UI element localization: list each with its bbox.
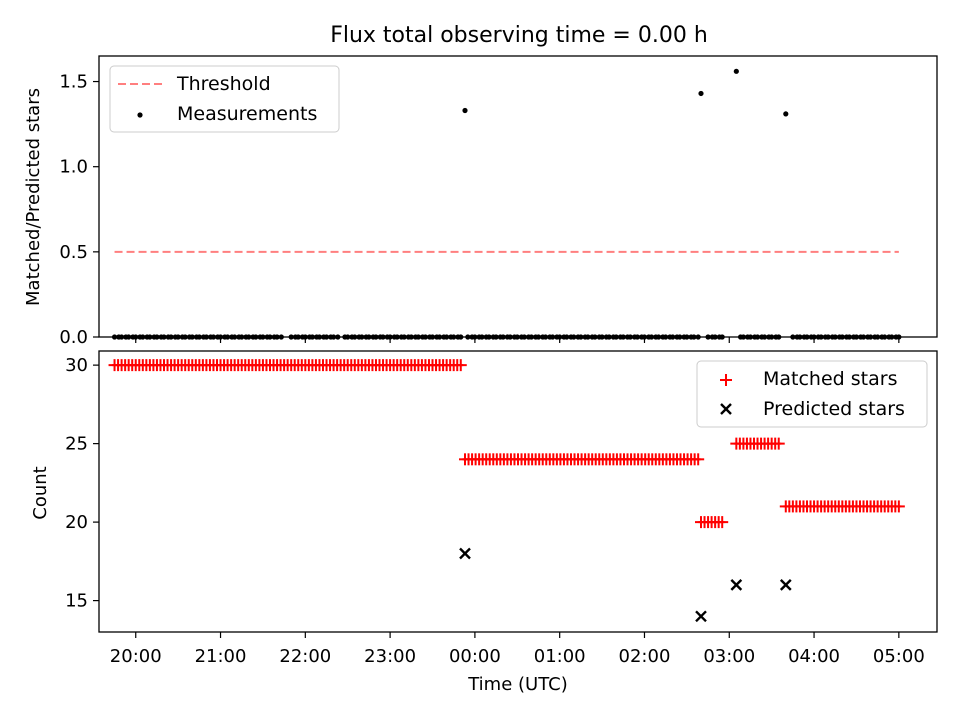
y-tick-label: 25	[65, 434, 88, 455]
y-tick-label: 30	[65, 355, 88, 376]
measurement-point	[733, 68, 739, 74]
predicted-star-marker	[695, 610, 707, 623]
x-tick-label: 00:00	[449, 646, 501, 667]
chart-title: Flux total observing time = 0.00 h	[330, 23, 708, 48]
matched-star-marker	[772, 437, 785, 450]
x-tick-label: 22:00	[279, 646, 331, 667]
x-tick-label: 02:00	[619, 646, 671, 667]
matched-star-marker	[454, 359, 467, 372]
predicted-star-marker	[459, 547, 471, 560]
x-tick-label: 20:00	[110, 646, 162, 667]
matched-star-marker	[892, 500, 905, 513]
legend-matched-swatch	[720, 374, 732, 386]
predicted-marker-b	[695, 610, 707, 623]
x-tick-label: 04:00	[788, 646, 840, 667]
predicted-marker-b	[459, 547, 471, 560]
x-tick-label: 21:00	[195, 646, 247, 667]
bottom-plot-frame	[98, 350, 938, 633]
legend-matched-label: Matched stars	[763, 368, 897, 390]
x-tick-label: 01:00	[534, 646, 586, 667]
predicted-marker-b	[779, 579, 792, 591]
top-panel: 0.0 0.5 1.0 1.5 Matched/Predicted stars Thr…	[23, 55, 938, 348]
legend-measurements-label: Measurements	[177, 103, 317, 125]
bottom-legend-box	[696, 360, 928, 428]
predicted-marker-b	[730, 579, 743, 591]
top-plot-frame	[98, 55, 938, 338]
measurement-point	[783, 111, 789, 117]
matched-star-marker	[692, 453, 705, 466]
bottom-legend: Matched stars Predicted stars	[696, 360, 928, 428]
legend-threshold-label: Threshold	[176, 73, 271, 95]
predicted-star-marker	[779, 579, 792, 591]
x-tick-label: 03:00	[703, 646, 755, 667]
predicted-star-marker	[730, 579, 743, 591]
legend-measurements-swatch	[137, 112, 143, 118]
y-tick-label: 1.0	[59, 157, 88, 178]
top-legend-box	[109, 65, 340, 133]
top-legend: Threshold Measurements	[109, 65, 340, 133]
measurement-point	[462, 107, 468, 114]
legend-predicted-swatch	[720, 403, 732, 415]
bottom-x-ticks: 20:00 21:00 22:00 23:00 00:00 01:00 02:00 03:00…	[110, 632, 925, 667]
x-tick-label: 23:00	[364, 646, 416, 667]
y-tick-label: 20	[65, 512, 88, 533]
measurement-point	[698, 90, 704, 97]
bottom-panel: 15 20 25 30 20:00 21:00 22:00 23:00 00:00 01:00 0…	[30, 350, 938, 695]
top-y-ticks: 0.0 0.5 1.0 1.5	[59, 72, 99, 348]
y-tick-label: 15	[65, 591, 88, 612]
x-tick-label: 05:00	[873, 646, 925, 667]
bottom-plot-marks	[108, 359, 905, 623]
top-x-ticks	[135, 337, 900, 343]
y-tick-label: 0.5	[59, 242, 88, 263]
bottom-y-axis-label: Count	[30, 466, 51, 519]
y-tick-label: 1.5	[59, 72, 88, 93]
y-tick-label: 0.0	[59, 327, 88, 348]
bottom-y-ticks: 15 20 25 30	[65, 355, 99, 612]
legend-predicted-label: Predicted stars	[763, 398, 905, 420]
top-y-axis-label: Matched/Predicted stars	[23, 88, 44, 306]
x-axis-label: Time (UTC)	[467, 674, 568, 695]
matched-star-marker	[716, 516, 729, 529]
